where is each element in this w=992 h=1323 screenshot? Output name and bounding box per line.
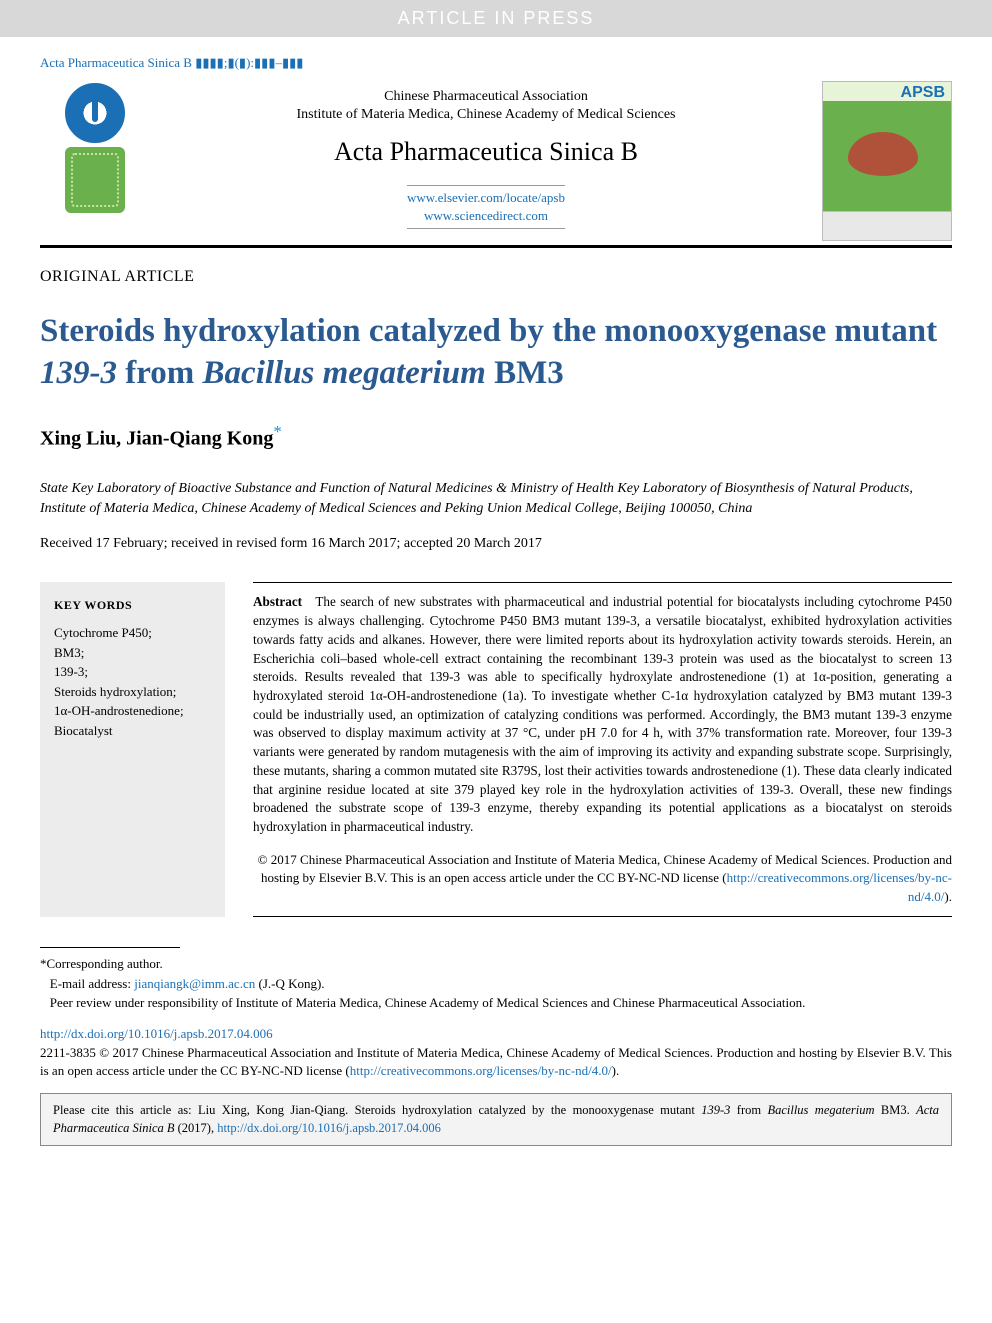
article-title: Steroids hydroxylation catalyzed by the …: [40, 310, 952, 394]
imm-logo-icon: [65, 147, 125, 213]
peer-review-text: Peer review under responsibility of Inst…: [50, 995, 806, 1010]
article-in-press-banner: ARTICLE IN PRESS: [0, 0, 992, 37]
publisher-logos: [40, 81, 150, 221]
journal-title: Acta Pharmaceutica Sinica B: [160, 137, 812, 167]
doi-link[interactable]: http://dx.doi.org/10.1016/j.apsb.2017.04…: [40, 1026, 273, 1041]
keyword-item: Steroids hydroxylation;: [54, 682, 211, 702]
institute-name: Institute of Materia Medica, Chinese Aca…: [160, 107, 812, 123]
page-content: Acta Pharmaceutica Sinica B ▮▮▮▮;▮(▮):▮▮…: [0, 37, 992, 1166]
cpa-logo-icon: [65, 83, 125, 143]
footnotes: *Corresponding author. E-mail address: j…: [40, 954, 952, 1013]
keyword-item: Biocatalyst: [54, 721, 211, 741]
corresponding-author-note: *Corresponding author.: [40, 954, 952, 974]
abstract-body: The search of new substrates with pharma…: [253, 594, 952, 834]
abstract-copyright: © 2017 Chinese Pharmaceutical Associatio…: [253, 851, 952, 906]
keywords-box: KEY WORDS Cytochrome P450; BM3; 139-3; S…: [40, 582, 225, 917]
article-type: ORIGINAL ARTICLE: [40, 268, 952, 286]
affiliation: State Key Laboratory of Bioactive Substa…: [40, 479, 952, 518]
article-dates: Received 17 February; received in revise…: [40, 536, 952, 552]
email-label: E-mail address:: [50, 976, 134, 991]
cc-license-link[interactable]: http://creativecommons.org/licenses/by-n…: [727, 870, 952, 903]
peer-review-note: Peer review under responsibility of Inst…: [40, 993, 952, 1013]
cover-liver-icon: [848, 132, 918, 176]
running-citation: Acta Pharmaceutica Sinica B ▮▮▮▮;▮(▮):▮▮…: [40, 55, 952, 71]
corresponding-email-link[interactable]: jianqiangk@imm.ac.cn: [134, 976, 255, 991]
keyword-item: Cytochrome P450;: [54, 623, 211, 643]
keyword-item: 1α-OH-androstenedione;: [54, 701, 211, 721]
email-who: (J.-Q Kong).: [255, 976, 324, 991]
journal-cover-thumbnail: APSB: [822, 81, 952, 241]
corresponding-mark: *: [273, 422, 281, 441]
cc-license-link-2[interactable]: http://creativecommons.org/licenses/by-n…: [350, 1063, 612, 1078]
please-cite-box: Please cite this article as: Liu Xing, K…: [40, 1093, 952, 1146]
doi-block: http://dx.doi.org/10.1016/j.apsb.2017.04…: [40, 1025, 952, 1082]
keywords-heading: KEY WORDS: [54, 598, 211, 613]
abstract-rule-bottom: [253, 916, 952, 917]
email-line: E-mail address: jianqiangk@imm.ac.cn (J.…: [40, 974, 952, 994]
title-text: Steroids hydroxylation catalyzed by the …: [40, 313, 937, 391]
cover-apsb-label: APSB: [901, 84, 945, 102]
keyword-item: BM3;: [54, 643, 211, 663]
issn-close: ).: [612, 1063, 620, 1078]
journal-link-sciencedirect[interactable]: www.sciencedirect.com: [424, 208, 548, 223]
abstract-column: Abstract The search of new substrates wi…: [253, 582, 952, 917]
journal-header: Chinese Pharmaceutical Association Insti…: [40, 81, 952, 248]
abstract-row: KEY WORDS Cytochrome P450; BM3; 139-3; S…: [40, 582, 952, 917]
journal-links: www.elsevier.com/locate/apsb www.science…: [407, 185, 565, 229]
keyword-item: 139-3;: [54, 662, 211, 682]
journal-header-center: Chinese Pharmaceutical Association Insti…: [150, 81, 822, 241]
association-name: Chinese Pharmaceutical Association: [160, 89, 812, 105]
authors: Xing Liu, Jian-Qiang Kong*: [40, 422, 952, 451]
citebox-text: Please cite this article as: Liu Xing, K…: [53, 1103, 939, 1135]
footnote-rule: [40, 947, 180, 948]
abstract-lead: Abstract: [253, 594, 302, 609]
authors-names: Xing Liu, Jian-Qiang Kong: [40, 428, 273, 450]
abstract-rule-top: [253, 582, 952, 583]
abstract-text: Abstract The search of new substrates wi…: [253, 593, 952, 837]
journal-link-elsevier[interactable]: www.elsevier.com/locate/apsb: [407, 190, 565, 205]
citebox-doi-link[interactable]: http://dx.doi.org/10.1016/j.apsb.2017.04…: [217, 1121, 441, 1135]
copyright-close: ).: [944, 889, 952, 904]
